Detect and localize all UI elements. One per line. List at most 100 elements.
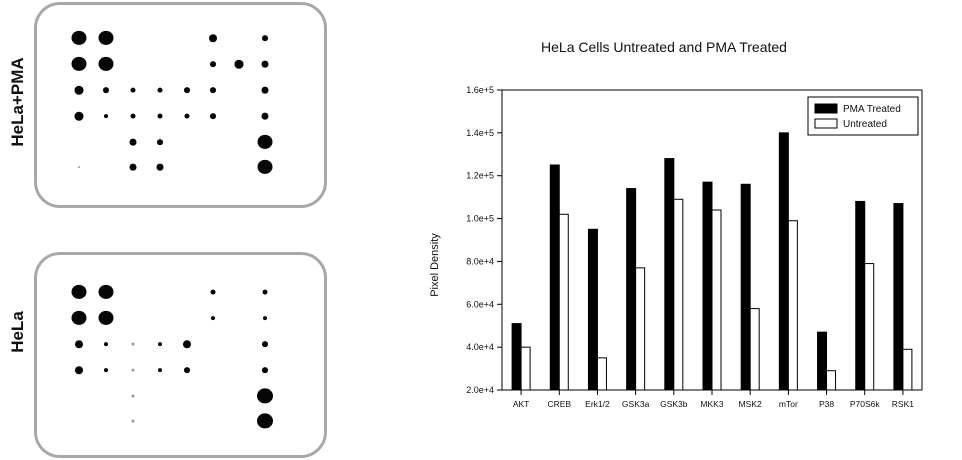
- array-spot: [75, 366, 83, 374]
- x-tick-label: MSK2: [739, 399, 762, 409]
- array-spot: [74, 85, 84, 95]
- y-tick-label: 1.4e+5: [466, 128, 494, 138]
- array-image-hela: [34, 252, 327, 458]
- y-tick-label: 8.0e+4: [466, 256, 494, 266]
- array-spot: [209, 34, 217, 42]
- array-label-hela-pma: HeLa+PMA: [8, 57, 27, 147]
- array-spot: [129, 163, 137, 171]
- array-spot: [103, 87, 109, 93]
- array-spot: [257, 388, 273, 404]
- bar-untreated: [902, 348, 913, 391]
- bar-untreated: [787, 220, 798, 391]
- bar-untreated: [520, 346, 531, 391]
- array-spot: [263, 316, 267, 320]
- array-spot: [158, 368, 162, 372]
- legend-label: PMA Treated: [843, 104, 901, 115]
- array-label-hela: HeLa: [8, 311, 27, 353]
- array-spot: [98, 30, 114, 46]
- array-spot: [74, 111, 84, 121]
- array-spot: [262, 289, 268, 295]
- x-tick-label: RSK1: [892, 399, 914, 409]
- bar-untreated: [635, 267, 646, 391]
- bar-pma-treated: [893, 203, 904, 391]
- array-spot: [211, 316, 215, 320]
- bar-untreated: [596, 357, 607, 391]
- legend-label: Untreated: [843, 119, 887, 130]
- bar-pma-treated: [549, 164, 560, 391]
- array-spot: [98, 56, 114, 72]
- bar-pma-treated: [817, 331, 828, 391]
- array-spot: [157, 113, 163, 119]
- array-spot: [98, 310, 114, 326]
- array-spot: [98, 284, 114, 300]
- array-spot: [257, 159, 273, 175]
- array-spot: [262, 35, 268, 41]
- array-spot: [183, 340, 191, 348]
- x-tick-label: P70S6k: [850, 399, 881, 409]
- chart-title: HeLa Cells Untreated and PMA Treated: [541, 39, 787, 55]
- bar-pma-treated: [626, 188, 637, 391]
- array-spot: [131, 368, 135, 372]
- array-spot: [157, 139, 163, 145]
- array-spot: [261, 86, 269, 94]
- x-tick-label: GSK3a: [622, 399, 650, 409]
- bar-untreated: [711, 209, 722, 391]
- array-spot: [104, 368, 108, 372]
- array-spot: [131, 419, 135, 423]
- array-spot: [262, 341, 268, 347]
- array-spot: [75, 340, 83, 348]
- bar-pma-treated: [855, 200, 866, 391]
- bar-pma-treated: [740, 183, 751, 391]
- array-spot: [261, 112, 269, 120]
- array-spot: [78, 166, 80, 168]
- array-spot: [130, 87, 136, 93]
- x-tick-label: CREB: [547, 399, 571, 409]
- array-spot: [184, 87, 190, 93]
- array-spot: [210, 61, 216, 67]
- bar-untreated: [826, 370, 837, 391]
- bar-pma-treated: [511, 323, 522, 391]
- array-spot: [157, 87, 163, 93]
- x-tick-label: MKK3: [700, 399, 723, 409]
- array-spot: [234, 59, 244, 69]
- bar-untreated: [673, 198, 684, 391]
- array-spot: [184, 113, 190, 119]
- bar-chart: HeLa Cells Untreated and PMA Treated Pix…: [429, 39, 923, 409]
- x-tick-label: Erk1/2: [585, 399, 610, 409]
- y-tick-label: 4.0e+4: [466, 342, 494, 352]
- array-spot: [257, 134, 273, 150]
- x-tick-label: mTor: [779, 399, 798, 409]
- legend-box: [807, 96, 919, 136]
- bar-untreated: [749, 308, 760, 391]
- x-tick-label: P38: [819, 399, 834, 409]
- array-spot: [131, 342, 135, 346]
- array-spot: [210, 113, 216, 119]
- array-spot: [71, 310, 87, 326]
- array-spot: [210, 289, 216, 295]
- legend: PMA Treated Untreated: [807, 96, 919, 136]
- array-spot: [261, 60, 269, 68]
- y-tick-label: 2.0e+4: [466, 385, 494, 395]
- array-spot: [158, 342, 162, 346]
- array-spot: [184, 367, 190, 373]
- array-spot: [156, 163, 164, 171]
- x-tick-label: AKT: [513, 399, 530, 409]
- bar-pma-treated: [587, 228, 598, 391]
- y-tick-label: 6.0e+4: [466, 299, 494, 309]
- array-spot: [210, 87, 216, 93]
- array-spot: [130, 113, 136, 119]
- array-spot: [131, 394, 135, 398]
- array-spot: [129, 138, 137, 146]
- legend-swatch: [814, 103, 838, 114]
- array-spot: [104, 114, 108, 118]
- array-spot: [71, 30, 87, 46]
- y-axis-label: Pixel Density: [429, 233, 441, 297]
- bar-untreated: [864, 263, 875, 391]
- bar-pma-treated: [664, 158, 675, 391]
- array-spot: [257, 413, 273, 429]
- bar-untreated: [558, 213, 569, 391]
- legend-swatch: [814, 118, 838, 129]
- x-tick-label: GSK3b: [660, 399, 688, 409]
- bar-pma-treated: [778, 132, 789, 391]
- bar-pma-treated: [702, 181, 713, 391]
